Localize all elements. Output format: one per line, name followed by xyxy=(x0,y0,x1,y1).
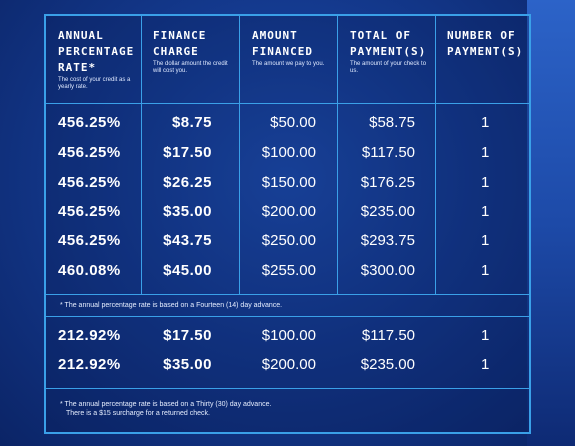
footnote-14-day: * The annual percentage rate is based on… xyxy=(60,302,283,309)
header-finance-charge: FINANCE CHARGE The dollar amount the cre… xyxy=(153,28,237,75)
header-subtitle: The dollar amount the credit will cost y… xyxy=(153,61,228,74)
header-title: NUMBER OF PAYMENT(S) xyxy=(447,29,524,58)
header-number-of-payments: NUMBER OF PAYMENT(S) xyxy=(447,28,529,61)
total-of-payments-value: $176.25 xyxy=(360,174,415,191)
apr-value: 212.92% xyxy=(58,356,121,373)
column-divider xyxy=(337,14,338,294)
header-title: FINANCE CHARGE xyxy=(153,29,207,58)
header-title: TOTAL OF PAYMENT(S) xyxy=(350,29,427,58)
background-band xyxy=(527,0,575,446)
apr-value: 456.25% xyxy=(58,203,121,220)
amount-financed-value: $50.00 xyxy=(270,114,316,131)
header-apr: ANNUAL PERCENTAGE RATE* The cost of your… xyxy=(58,28,140,91)
section-divider xyxy=(44,316,531,317)
header-divider xyxy=(44,103,531,104)
finance-charge-value: $17.50 xyxy=(163,327,212,344)
amount-financed-value: $255.00 xyxy=(261,262,316,279)
number-of-payments-value: 1 xyxy=(481,232,490,249)
table-row: 212.92% $17.50 $100.00 $117.50 1 xyxy=(44,321,531,351)
table-row: 212.92% $35.00 $200.00 $235.00 1 xyxy=(44,350,531,380)
table-row: 456.25% $17.50 $100.00 $117.50 1 xyxy=(44,138,531,168)
number-of-payments-value: 1 xyxy=(481,144,490,161)
amount-financed-value: $200.00 xyxy=(261,203,316,220)
section-divider xyxy=(44,388,531,389)
footnote-surcharge: There is a $15 surcharge for a returned … xyxy=(66,410,210,417)
total-of-payments-value: $58.75 xyxy=(369,114,415,131)
total-of-payments-value: $117.50 xyxy=(361,327,415,344)
apr-value: 212.92% xyxy=(58,327,121,344)
header-title: AMOUNT FINANCED xyxy=(252,29,313,58)
column-divider xyxy=(239,14,240,294)
header-subtitle: The amount we pay to you. xyxy=(252,61,325,67)
header-subtitle: The cost of your credit as a yearly rate… xyxy=(58,77,131,90)
total-of-payments-value: $117.50 xyxy=(361,144,415,161)
amount-financed-value: $200.00 xyxy=(261,356,316,373)
finance-charge-value: $43.75 xyxy=(163,232,212,249)
column-divider xyxy=(435,14,436,294)
number-of-payments-value: 1 xyxy=(481,262,490,279)
header-total-of-payments: TOTAL OF PAYMENT(S) The amount of your c… xyxy=(350,28,434,75)
header-title: ANNUAL PERCENTAGE RATE* xyxy=(58,29,135,74)
number-of-payments-value: 1 xyxy=(481,174,490,191)
table-row: 456.25% $26.25 $150.00 $176.25 1 xyxy=(44,168,531,198)
finance-charge-value: $17.50 xyxy=(163,144,212,161)
number-of-payments-value: 1 xyxy=(481,203,490,220)
total-of-payments-value: $235.00 xyxy=(360,203,415,220)
footnote-30-day: * The annual percentage rate is based on… xyxy=(60,401,272,408)
table-row: 456.25% $35.00 $200.00 $235.00 1 xyxy=(44,197,531,227)
total-of-payments-value: $300.00 xyxy=(360,262,415,279)
amount-financed-value: $250.00 xyxy=(261,232,316,249)
apr-value: 460.08% xyxy=(58,262,121,279)
total-of-payments-value: $235.00 xyxy=(360,356,415,373)
number-of-payments-value: 1 xyxy=(481,327,490,344)
apr-value: 456.25% xyxy=(58,232,121,249)
finance-charge-value: $35.00 xyxy=(163,356,212,373)
finance-charge-value: $26.25 xyxy=(163,174,212,191)
finance-charge-value: $8.75 xyxy=(171,114,212,131)
disclosure-table xyxy=(44,14,531,434)
number-of-payments-value: 1 xyxy=(481,356,490,373)
header-amount-financed: AMOUNT FINANCED The amount we pay to you… xyxy=(252,28,336,68)
total-of-payments-value: $293.75 xyxy=(360,232,415,249)
amount-financed-value: $150.00 xyxy=(261,174,316,191)
amount-financed-value: $100.00 xyxy=(261,144,316,161)
finance-charge-value: $35.00 xyxy=(163,203,212,220)
section-divider xyxy=(44,294,531,295)
apr-value: 456.25% xyxy=(58,174,121,191)
header-subtitle: The amount of your check to us. xyxy=(350,61,427,74)
table-row: 456.25% $43.75 $250.00 $293.75 1 xyxy=(44,226,531,256)
amount-financed-value: $100.00 xyxy=(261,327,316,344)
finance-charge-value: $45.00 xyxy=(163,262,212,279)
table-row: 456.25% $8.75 $50.00 $58.75 1 xyxy=(44,108,531,138)
column-divider xyxy=(141,14,142,294)
apr-value: 456.25% xyxy=(58,144,121,161)
table-row: 460.08% $45.00 $255.00 $300.00 1 xyxy=(44,256,531,286)
number-of-payments-value: 1 xyxy=(481,114,490,131)
apr-value: 456.25% xyxy=(58,114,121,131)
